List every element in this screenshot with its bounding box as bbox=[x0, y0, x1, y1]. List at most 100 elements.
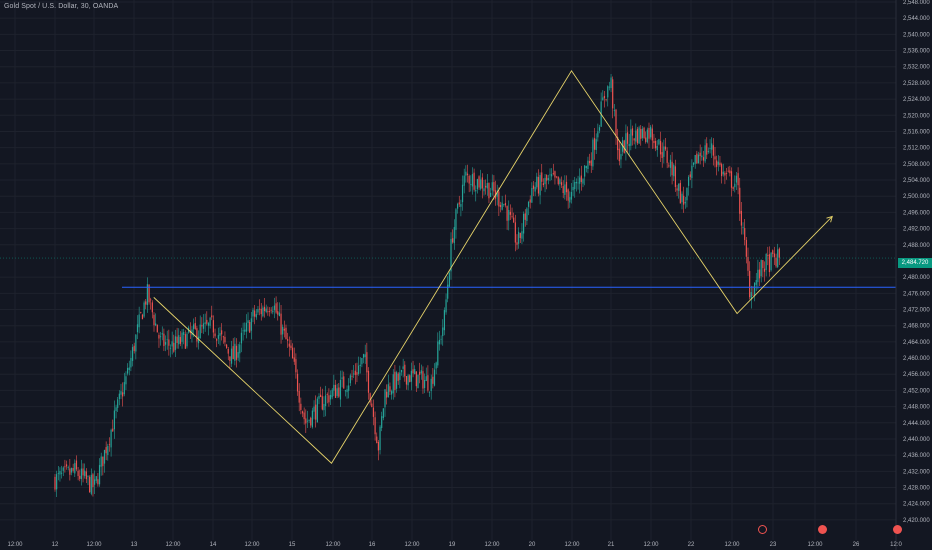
candle-body bbox=[696, 153, 698, 164]
time-tick-label: 19 bbox=[449, 542, 456, 548]
candle-body bbox=[202, 323, 205, 329]
candle-body bbox=[534, 186, 536, 192]
candle-body bbox=[283, 328, 285, 331]
dividend-event-icon[interactable] bbox=[758, 525, 767, 534]
candle-body bbox=[650, 126, 652, 138]
candle-body bbox=[587, 160, 589, 170]
candle-body bbox=[455, 209, 457, 230]
candle-body bbox=[151, 302, 153, 313]
price-tick-label: 2,516.000 bbox=[903, 129, 930, 135]
candle-body bbox=[259, 308, 261, 310]
candle-body bbox=[481, 177, 483, 189]
candle-body bbox=[247, 320, 249, 323]
candle-body bbox=[414, 369, 416, 375]
candle-body bbox=[478, 176, 480, 188]
candle-body bbox=[94, 479, 96, 485]
price-tick-label: 2,436.000 bbox=[903, 453, 930, 459]
candle-body bbox=[719, 162, 721, 166]
candle-body bbox=[348, 385, 350, 391]
candle-body bbox=[598, 127, 601, 131]
candle-body bbox=[242, 330, 244, 332]
candle-body bbox=[638, 127, 640, 144]
candle-body bbox=[655, 140, 657, 149]
candle-body bbox=[706, 143, 708, 155]
candle-body bbox=[739, 187, 741, 214]
candle-body bbox=[689, 174, 691, 177]
candle-body bbox=[193, 324, 195, 330]
candle-body bbox=[496, 191, 498, 197]
candle-body bbox=[257, 309, 259, 313]
candle-body bbox=[758, 269, 761, 279]
economic-event-icon[interactable] bbox=[818, 525, 827, 534]
candle-body bbox=[174, 336, 177, 350]
candle-body bbox=[87, 476, 89, 478]
candle-body bbox=[128, 367, 130, 370]
candle-body bbox=[585, 165, 587, 169]
candle-body bbox=[191, 329, 193, 336]
candle-body bbox=[504, 203, 507, 206]
time-tick-label: 14 bbox=[210, 542, 217, 548]
price-tick-label: 2,544.000 bbox=[903, 16, 930, 22]
candle-body bbox=[306, 420, 309, 422]
candle-body bbox=[511, 216, 513, 218]
candle-body bbox=[457, 203, 459, 209]
candle-body bbox=[663, 146, 665, 157]
candle-body bbox=[427, 375, 429, 391]
candle-body bbox=[673, 164, 675, 177]
candle-body bbox=[668, 165, 670, 167]
candle-body bbox=[95, 476, 97, 481]
candle-body bbox=[572, 186, 574, 191]
candle-body bbox=[197, 336, 200, 344]
candle-body bbox=[239, 344, 241, 354]
candle-body bbox=[277, 311, 279, 315]
candle-body bbox=[377, 441, 379, 451]
candle-body bbox=[750, 292, 752, 300]
time-tick-label: 15 bbox=[289, 542, 296, 548]
candle-body bbox=[524, 213, 526, 220]
candle-body bbox=[640, 128, 642, 139]
candle-body bbox=[636, 128, 639, 144]
candle-body bbox=[754, 283, 756, 296]
candle-body bbox=[212, 320, 214, 333]
candle-body bbox=[752, 294, 754, 296]
price-tick-label: 2,508.000 bbox=[903, 162, 930, 168]
candle-body bbox=[513, 217, 515, 223]
candle-body bbox=[166, 339, 168, 341]
candle-body bbox=[74, 463, 76, 474]
candle-body bbox=[254, 310, 256, 317]
candle-body bbox=[491, 182, 493, 191]
candle-body bbox=[560, 182, 563, 186]
candle-body bbox=[704, 145, 706, 162]
time-tick-label: 12:00 bbox=[244, 542, 260, 548]
economic-event-icon-2[interactable] bbox=[893, 525, 902, 534]
candle-body bbox=[760, 259, 762, 277]
candle-body bbox=[645, 137, 647, 142]
candle-body bbox=[108, 444, 111, 446]
candle-body bbox=[749, 270, 751, 298]
candle-body bbox=[75, 460, 78, 470]
candle-body bbox=[676, 188, 678, 191]
candle-body bbox=[608, 86, 610, 88]
candle-body bbox=[100, 456, 102, 467]
candle-body bbox=[476, 179, 478, 190]
candle-body bbox=[115, 407, 117, 411]
candle-body bbox=[82, 468, 84, 476]
candle-body bbox=[433, 369, 436, 386]
candle-body bbox=[664, 146, 667, 150]
candle-body bbox=[445, 299, 447, 313]
time-axis[interactable]: 12:00 12 12:00 13 12:00 14 12:00 15 12:00 16 12:00… bbox=[7, 542, 902, 548]
price-axis[interactable]: 2,548.000 2,544.000 2,540.000 2,536.000 2,53… bbox=[895, 0, 930, 550]
price-tick-label: 2,504.000 bbox=[903, 178, 930, 184]
candle-body bbox=[681, 193, 683, 203]
candle-body bbox=[514, 222, 516, 243]
candle-body bbox=[483, 188, 485, 192]
candle-body bbox=[503, 204, 505, 206]
candle-body bbox=[684, 202, 686, 204]
candle-body bbox=[579, 177, 581, 184]
candle-body bbox=[305, 418, 307, 424]
candle-body bbox=[57, 472, 59, 474]
candle-body bbox=[321, 396, 323, 410]
zigzag-pattern[interactable] bbox=[153, 69, 833, 464]
candle-body bbox=[107, 445, 109, 455]
